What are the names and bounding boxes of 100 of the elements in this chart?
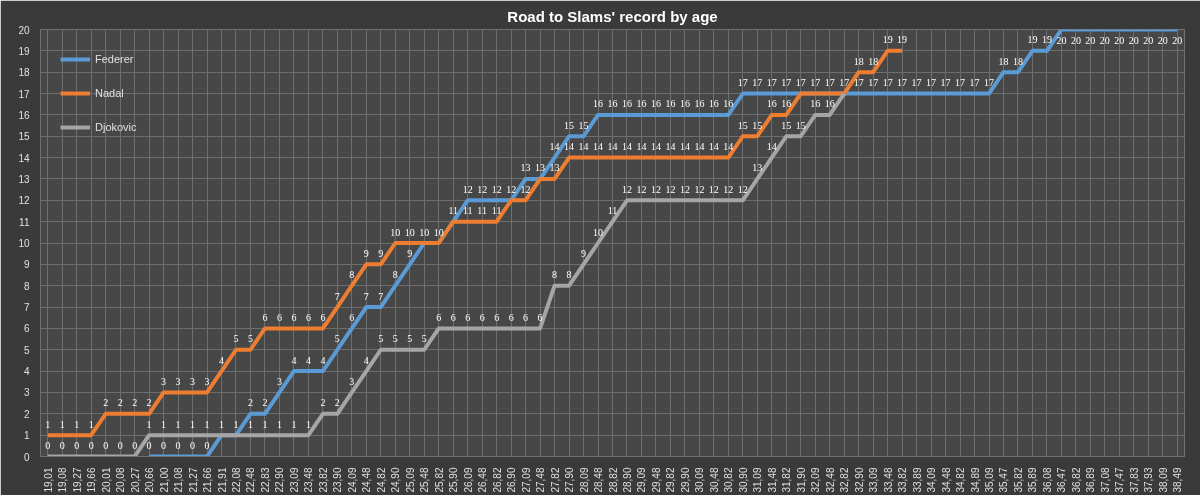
data-label: 14 — [564, 141, 575, 153]
data-label: 17 — [955, 77, 966, 89]
x-tick-label: 19,08 — [57, 467, 69, 493]
data-label: 17 — [882, 77, 893, 89]
x-tick-label: 33,09 — [868, 467, 880, 493]
x-tick-label: 27,82 — [549, 467, 561, 493]
data-label: 6 — [450, 311, 456, 323]
data-label: 5 — [378, 333, 384, 345]
data-label: 6 — [479, 311, 485, 323]
data-label: 12 — [650, 183, 661, 195]
data-label: 1 — [204, 418, 210, 430]
x-tick-label: 27,90 — [564, 467, 576, 493]
y-tick-label: 5 — [23, 344, 30, 356]
data-label: 16 — [781, 98, 792, 110]
data-label: 19 — [882, 34, 893, 46]
line-series — [45, 91, 847, 457]
x-tick-label: 32,48 — [824, 467, 836, 493]
x-tick-label: 20,01 — [100, 467, 112, 493]
line-series — [45, 48, 905, 438]
x-tick-label: 22,48 — [245, 467, 257, 493]
data-label: 12 — [636, 183, 647, 195]
data-label: 10 — [593, 226, 604, 238]
data-label: 0 — [190, 440, 196, 451]
data-label: 16 — [607, 98, 618, 110]
data-label: 6 — [436, 311, 442, 323]
x-tick-label: 21,27 — [187, 467, 199, 493]
data-label: 16 — [679, 98, 690, 110]
x-tick-label: 32,82 — [839, 467, 851, 493]
data-label: 17 — [940, 77, 951, 89]
data-label: 15 — [578, 119, 589, 131]
x-tick-label: 24,48 — [361, 467, 373, 493]
data-label: 8 — [349, 269, 355, 281]
data-label: 20 — [1056, 35, 1067, 46]
data-label: 10 — [433, 226, 444, 238]
x-tick-label: 29,82 — [665, 467, 677, 493]
line-series — [147, 29, 1180, 457]
data-label: 14 — [636, 141, 647, 153]
x-tick-label: 36,08 — [1041, 467, 1053, 493]
data-label: 6 — [349, 311, 355, 323]
x-tick-label: 33,82 — [897, 467, 909, 493]
data-label: 11 — [462, 205, 473, 217]
data-label: 11 — [491, 205, 502, 217]
data-label: 0 — [74, 440, 80, 451]
data-label: 1 — [219, 418, 225, 430]
x-tick-label: 22,83 — [259, 467, 271, 493]
x-tick-label: 33,48 — [882, 467, 894, 493]
x-tick-label: 32,90 — [853, 467, 865, 493]
data-label: 16 — [766, 98, 777, 110]
x-tick-label: 25,48 — [419, 467, 431, 493]
data-label: 6 — [262, 311, 268, 323]
y-tick-label: 11 — [19, 216, 30, 228]
data-label: 19 — [1027, 34, 1038, 46]
data-label: 10 — [404, 226, 415, 238]
data-label: 6 — [305, 311, 311, 323]
data-label: 0 — [204, 440, 210, 451]
x-tick-label: 19,27 — [71, 467, 83, 493]
data-label: 16 — [694, 98, 705, 110]
data-label: 2 — [320, 397, 326, 409]
data-label: 12 — [506, 183, 517, 195]
y-tick-label: 8 — [23, 280, 30, 292]
data-label: 12 — [462, 183, 473, 195]
x-tick-label: 34,82 — [955, 467, 967, 493]
x-tick-label: 34,89 — [969, 467, 981, 493]
data-label: 17 — [926, 77, 937, 89]
data-label: 12 — [723, 183, 734, 195]
data-label: 11 — [448, 205, 459, 217]
x-tick-label: 23,09 — [288, 467, 300, 493]
y-tick-label: 1 — [23, 430, 30, 442]
x-tick-label: 37,47 — [1114, 467, 1126, 493]
data-label: 1 — [161, 418, 167, 430]
x-tick-label: 32,09 — [810, 467, 822, 493]
data-label: 6 — [523, 311, 529, 323]
data-label: 16 — [824, 98, 835, 110]
data-label: 16 — [621, 98, 632, 110]
data-label: 2 — [334, 397, 340, 409]
data-label: 17 — [868, 77, 879, 89]
data-label: 10 — [419, 226, 430, 238]
data-label: 4 — [219, 354, 225, 366]
data-label: 13 — [549, 162, 560, 174]
data-label: 9 — [363, 247, 369, 259]
data-label: 1 — [146, 418, 152, 430]
y-tick-label: 6 — [23, 323, 30, 335]
data-label: 14 — [708, 141, 719, 153]
data-label: 15 — [752, 119, 763, 131]
x-tick-label: 27,48 — [535, 467, 547, 493]
y-tick-label: 17 — [18, 88, 30, 100]
x-tick-label: 31,48 — [766, 467, 778, 493]
data-label: 20 — [1085, 35, 1096, 46]
data-label: 12 — [708, 183, 719, 195]
y-tick-label: 2 — [23, 408, 30, 420]
chart-title: Road to Slams' record by age — [507, 7, 718, 25]
data-label: 12 — [665, 183, 676, 195]
legend-label: Federer — [95, 53, 134, 65]
x-tick-label: 29,48 — [650, 467, 662, 493]
data-label: 3 — [175, 375, 181, 387]
x-tick-label: 26,82 — [491, 467, 503, 493]
data-label: 17 — [897, 77, 908, 89]
data-label: 0 — [45, 440, 51, 451]
data-label: 12 — [679, 183, 690, 195]
data-label: 14 — [621, 141, 632, 153]
